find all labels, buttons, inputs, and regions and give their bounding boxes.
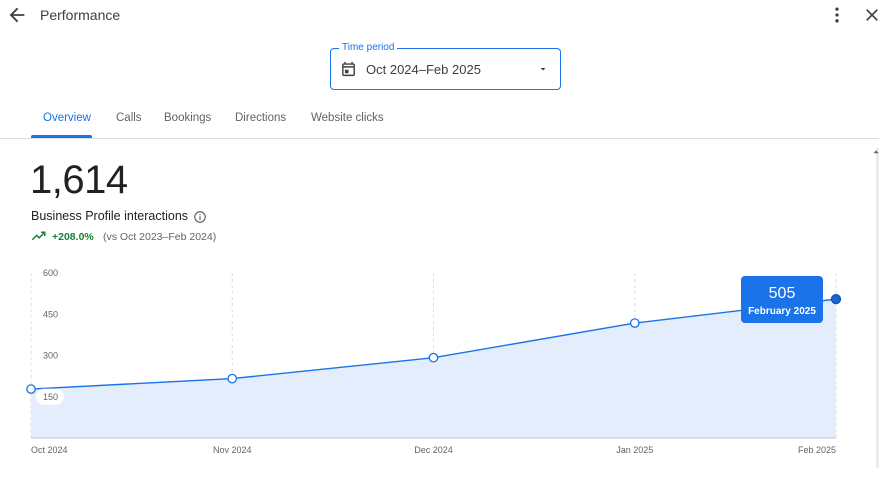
time-period-select[interactable] — [330, 48, 561, 90]
tab-overview[interactable]: Overview — [43, 112, 91, 124]
tooltip — [741, 276, 823, 323]
tab-directions[interactable]: Directions — [235, 112, 287, 124]
y-tick-label-600: 600 — [43, 268, 58, 278]
x-tick-label-5: Feb 2025 — [798, 445, 836, 455]
change-percentage: +208.0% — [52, 231, 94, 243]
data-point-3 — [428, 352, 439, 363]
scrollbar[interactable] — [876, 148, 879, 468]
trending-up-icon — [31, 231, 46, 241]
tab-calls[interactable]: Calls — [116, 112, 142, 124]
x-tick-label-2: Nov 2024 — [213, 445, 252, 455]
tooltip-label: February 2025 — [748, 306, 816, 317]
total-interactions: 1,614 — [30, 158, 128, 202]
y-tick-label-450: 450 — [43, 309, 58, 319]
time-period-label: Time period — [339, 42, 398, 53]
x-tick-label-3: Dec 2024 — [414, 445, 453, 455]
area-fill — [31, 299, 836, 438]
arrow-back-icon[interactable] — [6, 4, 28, 26]
comparison-period: (vs Oct 2023–Feb 2024) — [103, 231, 217, 243]
page-title: Performance — [40, 7, 121, 23]
calendar-icon — [342, 61, 355, 77]
y-tick-label-bg — [36, 388, 64, 405]
more-vert-icon[interactable] — [827, 5, 847, 25]
close-icon[interactable] — [862, 5, 879, 25]
time-period-value: Oct 2024–Feb 2025 — [366, 62, 481, 77]
data-point-4 — [629, 318, 640, 328]
dropdown-arrow-icon[interactable] — [537, 63, 549, 75]
tooltip-value: 505 — [769, 285, 796, 302]
x-tick-label-4: Jan 2025 — [616, 445, 653, 455]
data-point-2 — [227, 373, 238, 384]
info-icon[interactable] — [193, 210, 207, 224]
top-bar: Performance — [0, 0, 879, 30]
tab-bookings[interactable]: Bookings — [164, 112, 212, 124]
tab-bar: Overview Calls Bookings Directions Websi… — [0, 100, 879, 139]
x-tick-label-1: Oct 2024 — [31, 445, 68, 455]
y-tick-label-300: 300 — [43, 351, 58, 361]
tab-website-clicks[interactable]: Website clicks — [311, 112, 384, 124]
scroll-up-icon[interactable] — [873, 149, 879, 155]
interactions-chart: 150 300 450 600 Oct 2024 Nov 2024 Dec 2024 Jan … — [26, 268, 842, 455]
metric-label: Business Profile interactions — [31, 209, 189, 223]
data-point-5 — [830, 293, 842, 305]
active-tab-indicator — [31, 135, 92, 138]
y-tick-label-150: 150 — [43, 392, 58, 402]
data-point-1 — [26, 384, 36, 394]
